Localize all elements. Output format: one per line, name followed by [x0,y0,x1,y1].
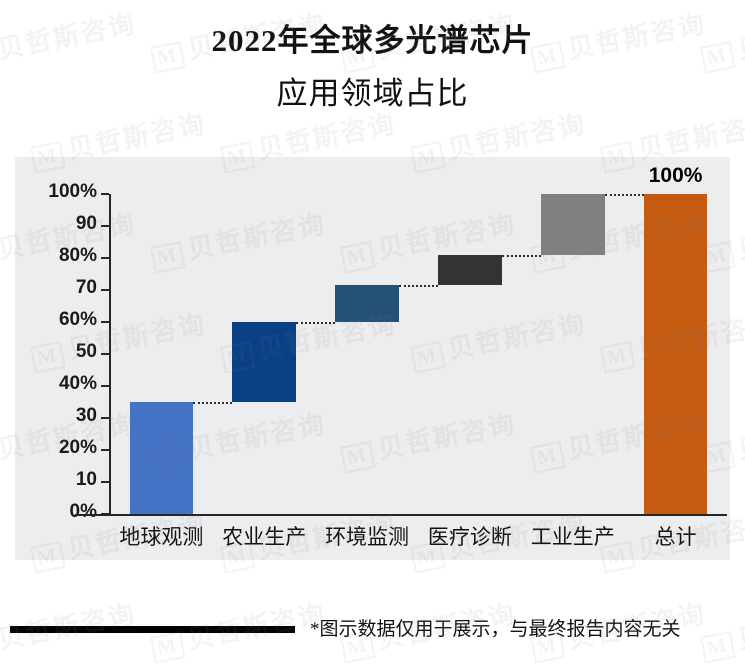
footer-disclaimer-note: *图示数据仅用于展示，与最终报告内容无关 [310,619,681,640]
x-axis-category-label: 医疗诊断 [427,525,512,549]
x-axis-category-label: 农业生产 [222,525,307,549]
x-axis-category-label: 环境监测 [325,525,410,549]
waterfall-connector-line [296,322,336,324]
y-axis-tick-label: 0% [69,501,97,522]
y-axis-tick-label: 70 [75,277,97,298]
waterfall-bar[interactable] [129,402,194,514]
page-title-line-1: 2022年全球多光谱芯片 [211,23,534,58]
y-axis-tick-label: 20% [58,437,97,458]
waterfall-connector-line [193,402,233,404]
y-axis-tick-mark [101,289,109,291]
x-axis-line [75,514,727,516]
plot-area: 100% [110,164,727,514]
y-axis-tick-label: 10 [75,469,97,490]
y-axis-tick-label: 60% [58,309,97,330]
bar-value-label: 100% [648,164,703,187]
page-title: 2022年全球多光谱芯片 应用领域占比 [0,14,745,120]
x-axis-category-label: 地球观测 [119,525,204,549]
waterfall-connector-line [604,194,644,196]
y-axis-tick-mark [101,513,109,515]
waterfall-chart: 100% 90 80% 70 60% 50 40% 30 20% 10 0% 100% 地球观测 农业… [15,157,730,560]
y-axis-tick-mark [101,321,109,323]
waterfall-bar[interactable] [438,254,502,286]
y-axis-tick-label: 90 [75,213,97,234]
waterfall-connector-line [501,254,541,257]
x-axis-category-label: 总计 [654,525,697,549]
y-axis-tick-label: 30 [75,405,97,426]
x-axis-category-labels: 地球观测 农业生产 环境监测 医疗诊断 工业生产 总计 [110,518,727,558]
y-axis-tick-label: 80% [58,245,97,266]
y-axis-tick-label: 100% [48,181,97,202]
footer: *图示数据仅用于展示，与最终报告内容无关 [0,608,745,652]
y-axis-tick-mark [101,385,109,387]
y-axis-line [109,194,111,515]
y-axis-tick-label: 50 [75,341,97,362]
x-axis-category-label: 工业生产 [530,525,615,549]
waterfall-bar-total[interactable] [643,194,708,514]
y-axis-tick-mark [101,257,109,259]
waterfall-bar[interactable] [540,194,605,255]
y-axis-tick-mark [101,417,109,419]
y-axis-tick-mark [101,353,109,355]
y-axis-labels: 100% 90 80% 70 60% 50 40% 30 20% 10 0% [15,157,97,560]
waterfall-bar[interactable] [335,285,399,322]
page-title-line-2: 应用领域占比 [276,76,469,111]
y-axis-tick-mark [101,449,109,451]
y-axis-tick-mark [101,225,109,227]
y-axis-tick-label: 40% [58,373,97,394]
footer-divider-rule [10,626,295,633]
waterfall-bar[interactable] [232,322,297,402]
y-axis-tick-mark [101,193,109,195]
y-axis-tick-mark [101,481,109,483]
waterfall-connector-line [398,285,439,288]
